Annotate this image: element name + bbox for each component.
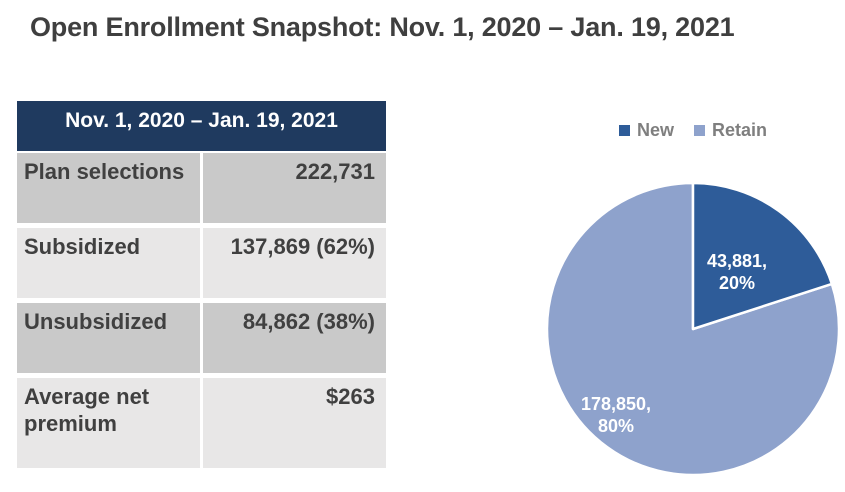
legend-item-new: New (618, 120, 674, 141)
page-title: Open Enrollment Snapshot: Nov. 1, 2020 –… (30, 12, 735, 42)
legend-label-new: New (636, 120, 674, 140)
pie-svg (546, 182, 840, 476)
pie-label-new-value: 43,881, (706, 251, 768, 271)
table-row-label-subsidized: Subsidized (17, 228, 200, 298)
table-row-label-plan-selections: Plan selections (17, 153, 200, 223)
pie-label-retain-percent: 80% (597, 416, 635, 436)
pie-label-retain: 178,850, 80% (581, 393, 651, 437)
table-row-value-subsidized: 137,869 (62%) (203, 228, 386, 298)
table-body: Plan selections 222,731 Subsidized 137,8… (17, 153, 386, 468)
legend-item-retain: Retain (694, 120, 767, 141)
pie-chart: 43,881, 20% 178,850, 80% (546, 182, 840, 476)
enrollment-table: Nov. 1, 2020 – Jan. 19, 2021 Plan select… (17, 101, 386, 468)
pie-label-new: 43,881, 20% (707, 250, 767, 294)
table-header: Nov. 1, 2020 – Jan. 19, 2021 (17, 101, 386, 151)
pie-label-new-percent: 20% (718, 273, 756, 293)
pie-slice-new (691, 182, 834, 331)
pie-legend: New Retain (546, 120, 840, 141)
table-row-value-unsubsidized: 84,862 (38%) (203, 303, 386, 373)
table-row-label-unsubsidized: Unsubsidized (17, 303, 200, 373)
table-row-label-average-net-premium: Average net premium (17, 378, 200, 468)
table-row-value-plan-selections: 222,731 (203, 153, 386, 223)
legend-swatch-retain-icon (694, 125, 705, 136)
legend-label-retain: Retain (712, 120, 768, 140)
legend-swatch-new-icon (618, 125, 630, 136)
table-row-value-average-net-premium: $263 (203, 378, 386, 468)
pie-label-retain-value: 178,850, (580, 394, 652, 414)
